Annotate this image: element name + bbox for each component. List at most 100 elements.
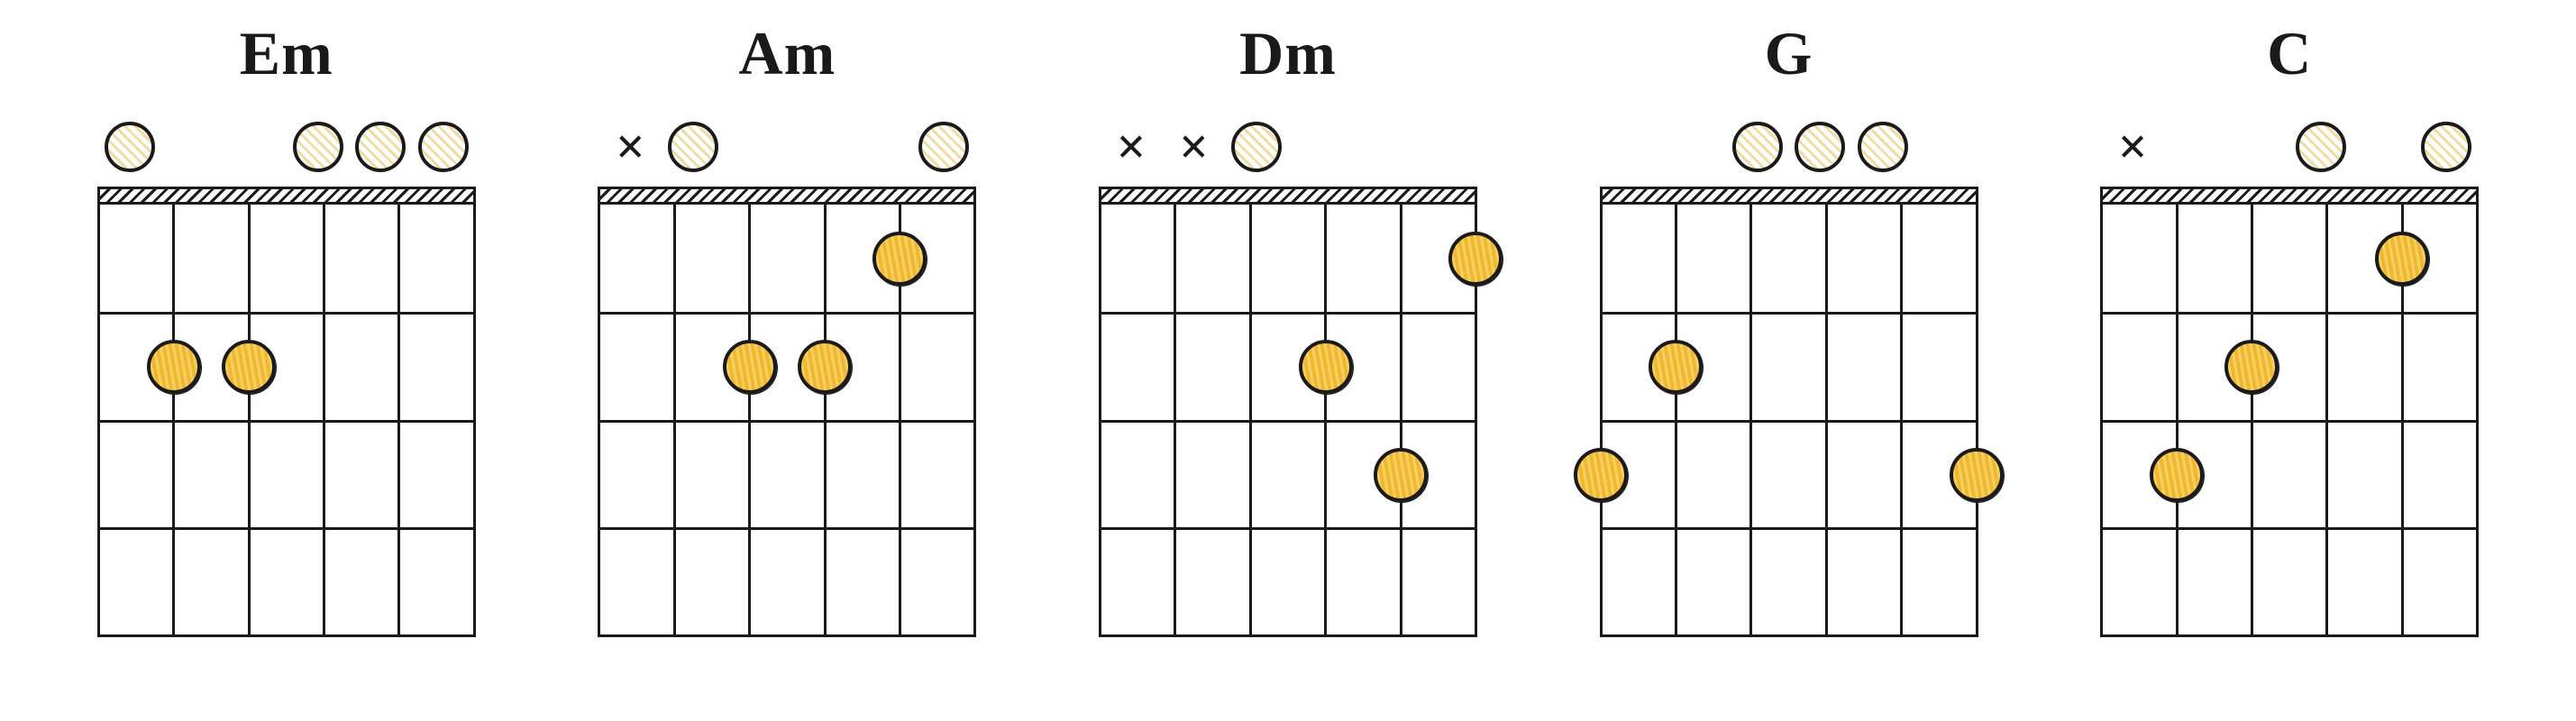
mute-string-icon: × bbox=[1116, 121, 1146, 173]
chord-am: Am × bbox=[571, 18, 1003, 637]
open-string-icon bbox=[105, 122, 155, 172]
chord-name-label: Am bbox=[739, 18, 836, 89]
fret-line bbox=[598, 527, 976, 530]
string-marker-slot bbox=[1291, 118, 1348, 176]
string-marker-slot bbox=[2167, 118, 2224, 176]
chord-name-label: C bbox=[2267, 18, 2312, 89]
string-marker-slot bbox=[415, 118, 472, 176]
string-marker-slot bbox=[1353, 118, 1411, 176]
fret-line bbox=[598, 312, 976, 315]
open-string-icon bbox=[355, 122, 406, 172]
mute-string-icon: × bbox=[2118, 121, 2148, 173]
chord-dm: Dm×× bbox=[1072, 18, 1504, 637]
open-string-icon bbox=[293, 122, 343, 172]
fret-line bbox=[2100, 527, 2479, 530]
nut bbox=[598, 187, 976, 205]
finger-dot bbox=[2224, 340, 2279, 394]
open-mute-row bbox=[97, 114, 476, 179]
fret-line bbox=[1600, 420, 1978, 423]
fret-line bbox=[97, 312, 476, 315]
finger-dot bbox=[147, 340, 201, 394]
fret-line bbox=[97, 420, 476, 423]
fret-line bbox=[2100, 634, 2479, 637]
mute-string-icon: × bbox=[1179, 121, 1209, 173]
fret-line bbox=[1600, 527, 1978, 530]
fretboard bbox=[1600, 187, 1978, 637]
string-marker-slot bbox=[101, 118, 159, 176]
finger-dot bbox=[1448, 232, 1503, 286]
open-mute-row bbox=[1600, 114, 1978, 179]
fret-grid bbox=[1099, 205, 1477, 637]
fret-grid bbox=[1600, 205, 1978, 637]
string-marker-slot: × bbox=[1165, 118, 1223, 176]
chord-name-label: Em bbox=[240, 18, 333, 89]
string-marker-slot bbox=[1666, 118, 1723, 176]
string-marker-slot bbox=[2229, 118, 2287, 176]
fret-line bbox=[598, 420, 976, 423]
string-marker-slot bbox=[727, 118, 785, 176]
finger-dot bbox=[1574, 448, 1628, 502]
fret-line bbox=[2100, 420, 2479, 423]
finger-dot bbox=[2375, 232, 2429, 286]
chord-g: G bbox=[1573, 18, 2005, 637]
open-string-icon bbox=[1732, 122, 1783, 172]
string-marker-slot bbox=[853, 118, 910, 176]
fret-line bbox=[1099, 634, 1477, 637]
string-marker-slot bbox=[1603, 118, 1661, 176]
fret-line bbox=[1099, 420, 1477, 423]
chord-name-label: Dm bbox=[1239, 18, 1337, 89]
fret-grid bbox=[97, 205, 476, 637]
string-marker-slot bbox=[2292, 118, 2350, 176]
fret-line bbox=[1600, 312, 1978, 315]
string-marker-slot bbox=[163, 118, 221, 176]
chord-name-label: G bbox=[1765, 18, 1813, 89]
open-mute-row: × bbox=[598, 114, 976, 179]
finger-dot bbox=[222, 340, 276, 394]
finger-dot bbox=[872, 232, 927, 286]
string-marker-slot: × bbox=[2104, 118, 2161, 176]
fret-grid bbox=[598, 205, 976, 637]
string-marker-slot bbox=[1228, 118, 1285, 176]
fret-line bbox=[2100, 312, 2479, 315]
fretboard bbox=[1099, 187, 1477, 637]
fret-grid bbox=[2100, 205, 2479, 637]
fretboard bbox=[97, 187, 476, 637]
chord-em: Em bbox=[70, 18, 503, 637]
string-marker-slot bbox=[226, 118, 284, 176]
open-string-icon bbox=[2296, 122, 2346, 172]
fret-line bbox=[97, 634, 476, 637]
open-string-icon bbox=[668, 122, 718, 172]
fret-line bbox=[598, 634, 976, 637]
string-marker-slot bbox=[289, 118, 347, 176]
open-string-icon bbox=[1231, 122, 1282, 172]
finger-dot bbox=[723, 340, 777, 394]
mute-string-icon: × bbox=[616, 121, 645, 173]
open-string-icon bbox=[418, 122, 469, 172]
chord-c: C× bbox=[2073, 18, 2506, 637]
finger-dot bbox=[2150, 448, 2204, 502]
finger-dot bbox=[798, 340, 852, 394]
finger-dot bbox=[1374, 448, 1428, 502]
string-marker-slot bbox=[1854, 118, 1912, 176]
string-marker-slot bbox=[664, 118, 722, 176]
fretboard bbox=[598, 187, 976, 637]
open-string-icon bbox=[1858, 122, 1908, 172]
open-mute-row: ×× bbox=[1099, 114, 1477, 179]
string-marker-slot bbox=[790, 118, 847, 176]
string-marker-slot: × bbox=[1102, 118, 1160, 176]
open-string-icon bbox=[1795, 122, 1845, 172]
fret-line bbox=[1099, 312, 1477, 315]
finger-dot bbox=[1649, 340, 1703, 394]
string-marker-slot bbox=[1729, 118, 1786, 176]
string-marker-slot bbox=[2417, 118, 2475, 176]
string-marker-slot bbox=[352, 118, 409, 176]
open-string-icon bbox=[2421, 122, 2471, 172]
string-marker-slot bbox=[915, 118, 973, 176]
fretboard bbox=[2100, 187, 2479, 637]
nut bbox=[2100, 187, 2479, 205]
open-mute-row: × bbox=[2100, 114, 2479, 179]
string-marker-slot bbox=[1917, 118, 1975, 176]
fret-line bbox=[1600, 634, 1978, 637]
open-string-icon bbox=[918, 122, 969, 172]
string-marker-slot: × bbox=[601, 118, 659, 176]
